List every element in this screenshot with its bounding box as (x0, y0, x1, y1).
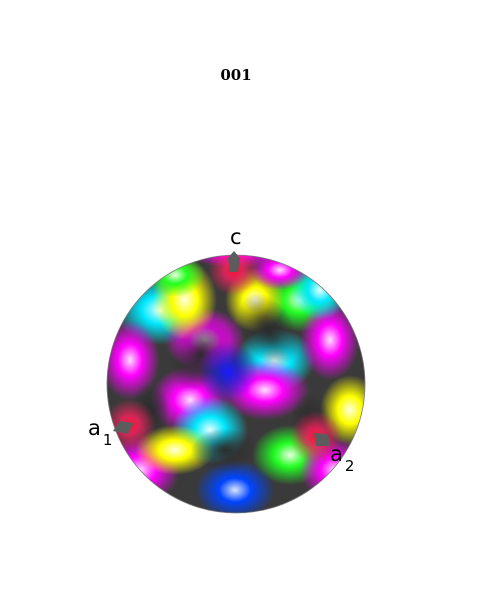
figure-title: 001 (220, 66, 252, 84)
marker-c (228, 251, 240, 272)
pole-figure-disk (107, 255, 365, 513)
axis-label-c: c (230, 225, 242, 249)
center-spot (198, 342, 258, 402)
marker-a2 (314, 433, 330, 446)
marker-a1 (113, 421, 134, 434)
